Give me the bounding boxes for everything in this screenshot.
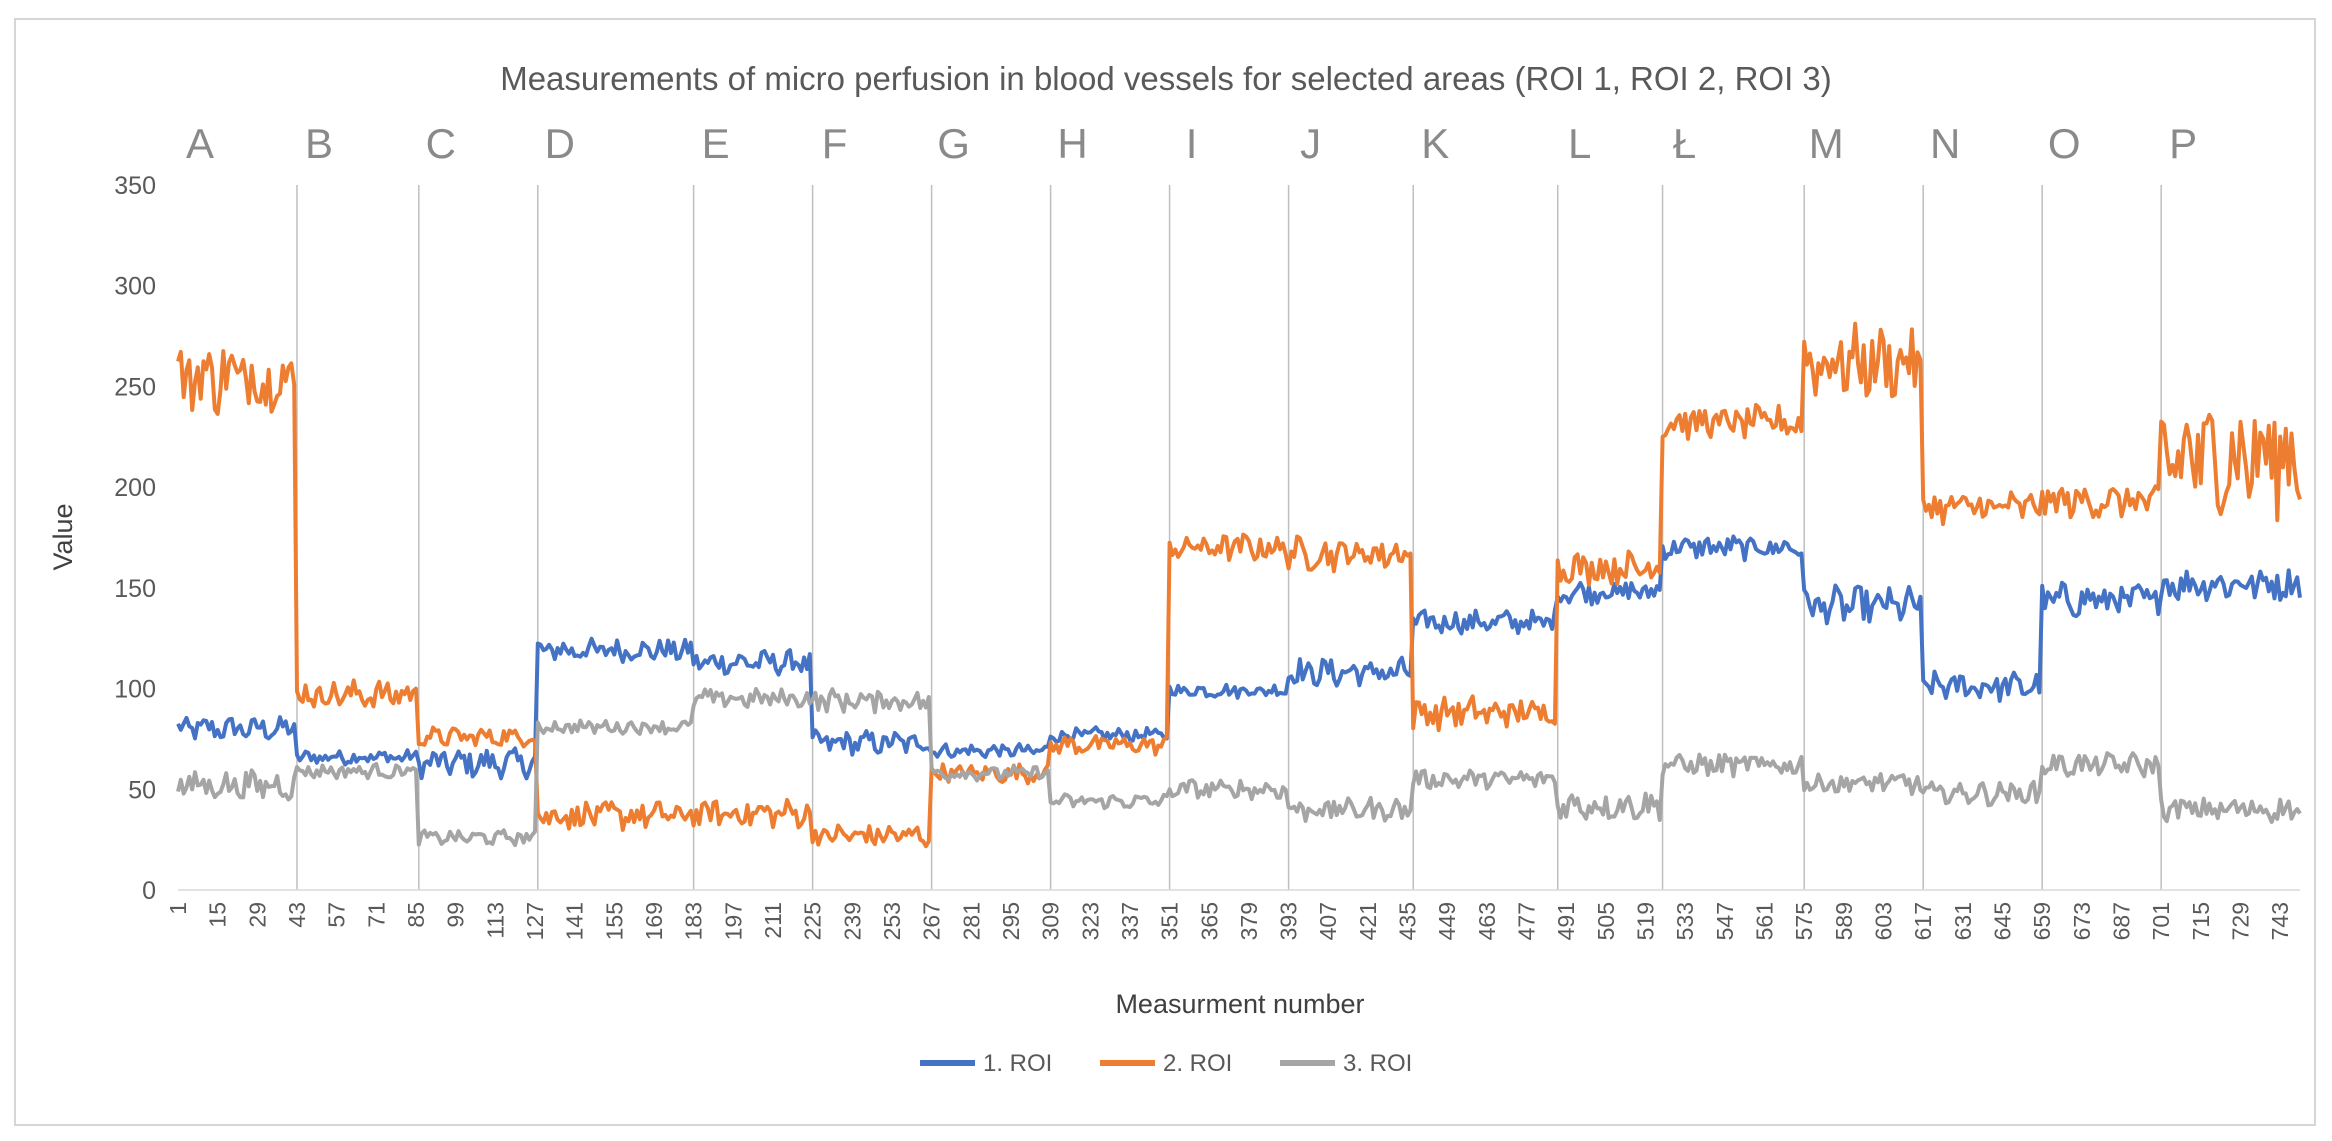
section-label-P: P xyxy=(2169,120,2197,167)
x-tick-label: 141 xyxy=(562,902,588,940)
section-label-N: N xyxy=(1930,120,1960,167)
x-tick-label: 43 xyxy=(284,902,310,928)
x-tick-label: 127 xyxy=(522,902,548,940)
x-tick-label: 477 xyxy=(1514,902,1540,940)
x-tick-label: 631 xyxy=(1950,902,1976,940)
section-label-D: D xyxy=(545,120,575,167)
y-tick-label: 300 xyxy=(114,273,156,301)
x-tick-label: 463 xyxy=(1474,902,1500,940)
x-tick-label: 701 xyxy=(2148,902,2174,940)
x-tick-label: 673 xyxy=(2069,902,2095,940)
x-tick-label: 687 xyxy=(2109,902,2135,940)
y-tick-label: 50 xyxy=(128,776,156,804)
y-tick-label: 0 xyxy=(142,877,156,905)
section-label-K: K xyxy=(1421,120,1449,167)
section-label-H: H xyxy=(1057,120,1087,167)
section-label-A: A xyxy=(186,120,214,167)
x-tick-label: 113 xyxy=(482,902,508,939)
section-label-I: I xyxy=(1186,120,1198,167)
x-tick-label: 309 xyxy=(1038,902,1064,940)
x-tick-label: 281 xyxy=(958,902,984,940)
x-tick-label: 645 xyxy=(1990,902,2016,940)
x-tick-label: 365 xyxy=(1196,902,1222,940)
section-label-L: L xyxy=(1568,120,1591,167)
x-tick-label: 155 xyxy=(601,902,627,940)
section-label-O: O xyxy=(2048,120,2081,167)
series-lines xyxy=(176,321,2302,849)
x-axis: 1 15 29 43 57 71 85 99 113 127 141 155 169 183 197 211 2… xyxy=(165,889,2300,940)
x-tick-label: 617 xyxy=(1910,902,1936,940)
legend-label-roi-3: 3. ROI xyxy=(1343,1050,1412,1077)
x-tick-label: 715 xyxy=(2188,902,2214,940)
x-tick-label: 85 xyxy=(403,902,429,928)
x-tick-label: 659 xyxy=(2029,902,2055,940)
series-line-roi-2 xyxy=(176,321,2302,849)
y-tick-label: 200 xyxy=(114,474,156,502)
x-tick-label: 421 xyxy=(1355,902,1381,940)
x-tick-label: 603 xyxy=(1871,902,1897,940)
y-tick-label: 150 xyxy=(114,575,156,603)
x-tick-label: 239 xyxy=(839,902,865,940)
x-tick-label: 29 xyxy=(244,902,270,928)
x-tick-label: 407 xyxy=(1315,902,1341,940)
x-axis-label: Measurment number xyxy=(1115,989,1364,1019)
section-label-B: B xyxy=(305,120,333,167)
section-label-Ł: Ł xyxy=(1673,120,1696,167)
x-tick-label: 99 xyxy=(443,902,469,928)
x-tick-label: 547 xyxy=(1712,902,1738,940)
x-tick-label: 449 xyxy=(1434,902,1460,940)
x-tick-label: 379 xyxy=(1236,902,1262,940)
y-tick-label: 250 xyxy=(114,373,156,401)
section-label-E: E xyxy=(702,120,730,167)
x-tick-label: 323 xyxy=(1077,902,1103,940)
x-tick-label: 435 xyxy=(1395,902,1421,940)
x-tick-label: 533 xyxy=(1672,902,1698,940)
x-tick-label: 1 xyxy=(165,902,191,915)
x-tick-label: 183 xyxy=(681,902,707,940)
x-tick-label: 351 xyxy=(1157,902,1183,940)
x-tick-label: 57 xyxy=(324,902,350,928)
x-tick-label: 589 xyxy=(1831,902,1857,940)
x-tick-label: 337 xyxy=(1117,902,1143,940)
x-tick-label: 575 xyxy=(1791,902,1817,940)
x-tick-label: 561 xyxy=(1752,902,1778,940)
x-tick-label: 491 xyxy=(1553,902,1579,940)
chart-title: Measurements of micro perfusion in blood… xyxy=(500,60,1832,97)
x-tick-label: 267 xyxy=(919,902,945,940)
y-axis: 0 50 100 150 200 250 300 350 xyxy=(114,172,156,905)
x-tick-label: 211 xyxy=(760,902,786,939)
y-tick-label: 100 xyxy=(114,676,156,704)
section-label-C: C xyxy=(426,120,456,167)
series-line-roi-3 xyxy=(176,687,2302,848)
section-label-J: J xyxy=(1300,120,1321,167)
legend: 1. ROI 2. ROI 3. ROI xyxy=(920,1050,1412,1077)
x-tick-label: 729 xyxy=(2228,902,2254,940)
section-label-G: G xyxy=(937,120,970,167)
chart-frame xyxy=(14,18,2316,1126)
section-label-F: F xyxy=(822,120,848,167)
x-tick-label: 225 xyxy=(800,902,826,940)
x-tick-label: 197 xyxy=(720,902,746,940)
x-tick-label: 71 xyxy=(363,902,389,928)
x-tick-label: 519 xyxy=(1633,902,1659,940)
x-tick-label: 505 xyxy=(1593,902,1619,940)
x-tick-label: 743 xyxy=(2267,902,2293,940)
section-label-M: M xyxy=(1809,120,1844,167)
x-tick-label: 169 xyxy=(641,902,667,940)
y-tick-label: 350 xyxy=(114,172,156,200)
x-tick-label: 393 xyxy=(1276,902,1302,940)
x-tick-label: 15 xyxy=(205,902,231,928)
legend-label-roi-1: 1. ROI xyxy=(983,1050,1052,1077)
series-line-roi-1 xyxy=(176,534,2302,781)
legend-label-roi-2: 2. ROI xyxy=(1163,1050,1232,1077)
y-axis-label: Value xyxy=(48,503,78,570)
x-tick-label: 295 xyxy=(998,902,1024,940)
x-tick-label: 253 xyxy=(879,902,905,940)
